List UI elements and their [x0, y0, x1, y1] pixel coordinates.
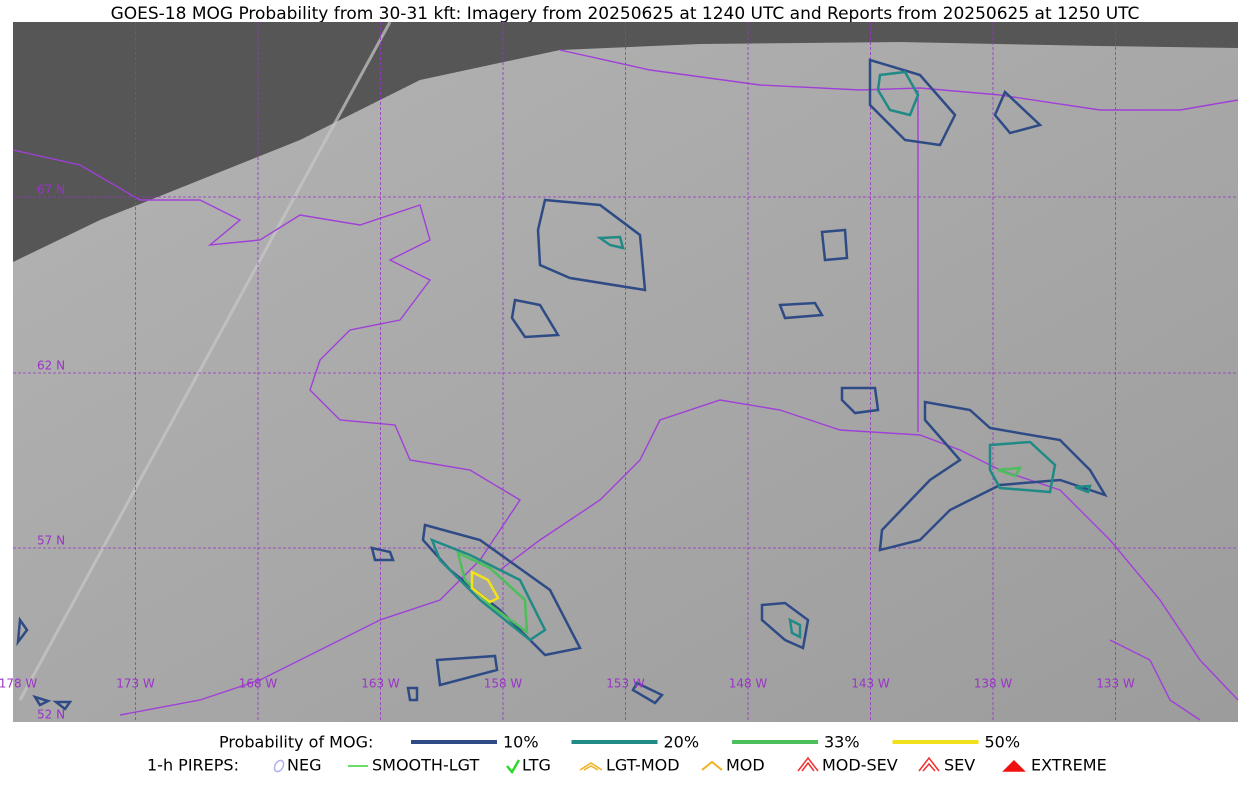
legend-entry: 33% [824, 733, 860, 752]
legend-entry: EXTREME [1031, 756, 1107, 775]
graticule-labels: 67 N 62 N 57 N 52 N 178 W 173 W 168 W 163 W 158 … [0, 183, 1135, 722]
no-data-region [13, 22, 1238, 262]
legend-entry: LTG [522, 756, 551, 775]
latitude-label: 67 N [37, 183, 65, 197]
legend-entry: SEV [944, 756, 975, 775]
longitude-label: 178 W [0, 677, 37, 691]
longitude-label: 138 W [974, 677, 1013, 691]
legend-entry: 20% [664, 733, 700, 752]
longitude-label: 143 W [851, 677, 890, 691]
legend-label: Probability of MOG: [219, 733, 373, 752]
map: 67 N 62 N 57 N 52 N 178 W 173 W 168 W 163 W 158 … [0, 21, 1239, 722]
legend-entry: MOD [726, 756, 765, 775]
legend-entry: NEG [287, 756, 321, 775]
longitude-label: 163 W [361, 677, 400, 691]
latitude-label: 52 N [37, 708, 65, 722]
scan-line [18, 21, 392, 701]
longitude-label: 153 W [606, 677, 645, 691]
graticule [13, 22, 1238, 722]
pirep-icons [273, 756, 1026, 775]
longitude-label: 133 W [1096, 677, 1135, 691]
title: GOES-18 MOG Probability from 30-31 kft: … [111, 4, 1140, 24]
mog-contours [16, 58, 1108, 711]
legend-entry: MOD-SEV [822, 756, 898, 775]
legend-label: 1-h PIREPS: [147, 756, 239, 775]
longitude-label: 173 W [116, 677, 155, 691]
longitude-label: 158 W [484, 677, 523, 691]
longitude-label: 168 W [239, 677, 278, 691]
latitude-label: 57 N [37, 534, 65, 548]
latitude-label: 62 N [37, 359, 65, 373]
legend-entry: 10% [503, 733, 539, 752]
coastline [12, 49, 1239, 721]
longitude-label: 148 W [729, 677, 768, 691]
legend-entry: LGT-MOD [606, 756, 680, 775]
legend-entry: SMOOTH-LGT [372, 756, 479, 775]
legend-entry: 50% [985, 733, 1021, 752]
legend: Probability of MOG: 1-h PIREPS: 10% 20% 33… [147, 733, 1107, 775]
